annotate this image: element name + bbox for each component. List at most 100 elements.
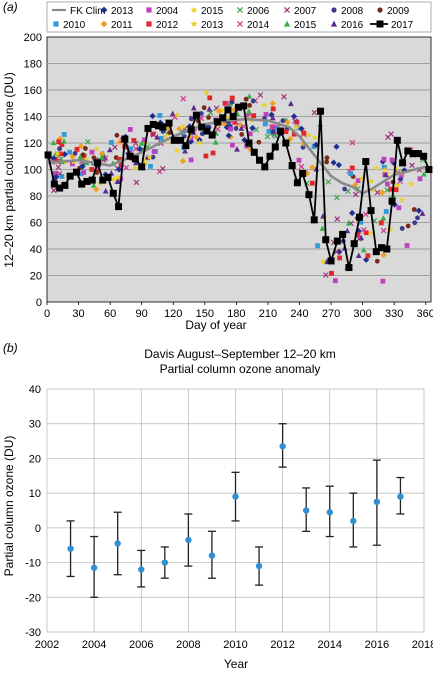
year-observation-point — [270, 124, 276, 130]
year-observation-point — [345, 219, 352, 226]
anomaly-point-group — [396, 476, 405, 515]
year-observation-point — [421, 170, 427, 177]
x-tick-label-a: 90 — [136, 308, 148, 320]
y-tick-label-b: 40 — [29, 384, 41, 396]
anomaly-points — [66, 423, 405, 598]
year-observation-point — [419, 210, 426, 216]
year-observation-point-stroke2 — [334, 216, 341, 222]
year-observation-point — [223, 113, 231, 120]
year-observation-point — [309, 180, 315, 186]
year-observation-point — [158, 136, 164, 141]
year-observation-point — [257, 92, 264, 98]
year-observation-point — [398, 176, 404, 182]
series-2017-point — [388, 197, 396, 205]
year-observation-point — [250, 98, 256, 104]
legend-swatch-stroke2 — [236, 6, 244, 14]
series-2017-point — [266, 152, 274, 160]
year-observation-point-stroke2 — [380, 227, 387, 234]
year-observation-point — [198, 111, 204, 116]
legend-swatch — [331, 7, 337, 13]
x-tick-label-a: 300 — [353, 308, 371, 320]
anomaly-point-group — [325, 485, 334, 538]
year-observation-point-stroke2 — [346, 168, 353, 175]
series-2017-point — [104, 173, 112, 181]
year-observation-point — [133, 179, 140, 186]
y-axis-label-a: 12–20 km partial column ozone (DU) — [2, 72, 16, 267]
year-observation-point — [79, 163, 86, 170]
y-tick-label-b: -10 — [25, 558, 41, 570]
y-tick-label-a: 180 — [24, 59, 42, 71]
anomaly-point — [208, 552, 216, 559]
year-observation-point — [85, 138, 91, 145]
year-observation-point — [157, 113, 163, 118]
year-observation-point — [385, 134, 391, 141]
year-observation-point — [114, 174, 121, 181]
ticks-a: 0 20 40 60 80 100 120 140 160 180 200 0 30 60 90 120 150… — [24, 32, 433, 320]
year-observation-point — [374, 189, 381, 196]
year-observation-point — [237, 122, 244, 129]
series-2017-point — [350, 240, 358, 248]
year-observation-point — [323, 272, 329, 278]
year-observation-point — [229, 95, 235, 101]
x-axis-label-b: Year — [224, 657, 248, 671]
year-observation-point — [50, 155, 57, 162]
year-observation-point — [337, 255, 343, 261]
year-observation-point — [214, 126, 221, 132]
y-tick-label-a: 140 — [24, 112, 42, 124]
legend-entry-label: 2013 — [201, 20, 224, 31]
year-observation-point — [269, 114, 276, 121]
year-observation-point — [50, 139, 57, 146]
year-observation-point — [233, 126, 239, 131]
anomaly-point-group — [66, 520, 75, 578]
series-2017-point — [78, 180, 86, 188]
year-observation-point — [61, 138, 67, 144]
year-observation-point — [243, 96, 249, 102]
chart-b-title-line2: Partial column ozone anomaly — [160, 362, 321, 376]
year-observation-point — [234, 146, 240, 152]
year-observation-point — [349, 165, 355, 171]
year-observation-point — [281, 94, 287, 100]
year-observation-point — [112, 144, 118, 151]
year-observation-point — [309, 164, 316, 171]
year-observation-point — [224, 100, 230, 107]
year-observation-point — [379, 189, 386, 196]
legend-entry-label: 2009 — [387, 6, 410, 17]
x-tick-label-b: 2012 — [270, 639, 294, 651]
year-observation-point-stroke2 — [180, 95, 187, 102]
x-tick-label-b: 2004 — [82, 639, 106, 651]
year-observation-point — [56, 171, 63, 177]
anomaly-point — [255, 562, 263, 570]
anomaly-point — [161, 559, 169, 566]
series-2017-point — [322, 236, 330, 244]
year-observation-point — [417, 176, 423, 182]
anomaly-point — [232, 493, 239, 500]
series-2017-point — [229, 113, 237, 120]
year-observation-point — [260, 101, 268, 108]
year-observation-point — [59, 174, 65, 179]
anomaly-point — [326, 509, 333, 516]
x-tick-label-b: 2006 — [129, 639, 153, 651]
year-observation-point — [132, 164, 139, 171]
x-tick-label-a: 60 — [104, 308, 116, 320]
year-observation-point — [89, 149, 95, 155]
year-observation-point — [348, 209, 356, 217]
year-observation-point — [188, 157, 194, 163]
series-2017-point — [93, 159, 101, 167]
year-observation-point — [80, 152, 86, 158]
year-observation-point-stroke2 — [214, 126, 221, 132]
year-observation-point — [239, 131, 245, 137]
year-observation-point — [415, 207, 422, 214]
legend-entry-label: 2015 — [294, 20, 317, 31]
series-2017-point — [420, 152, 428, 160]
year-observation-point — [77, 154, 84, 160]
year-observation-point — [61, 151, 68, 158]
series-2017-point — [333, 237, 341, 245]
year-observation-point — [90, 182, 97, 188]
year-observation-point-stroke2 — [349, 139, 356, 146]
series-2017-point — [261, 163, 269, 171]
year-observation-point-stroke2 — [362, 211, 369, 218]
year-observation-point — [324, 159, 330, 165]
series-2017-point — [88, 176, 96, 184]
climatology-path — [46, 117, 427, 195]
year-observation-point-stroke2 — [345, 188, 351, 194]
